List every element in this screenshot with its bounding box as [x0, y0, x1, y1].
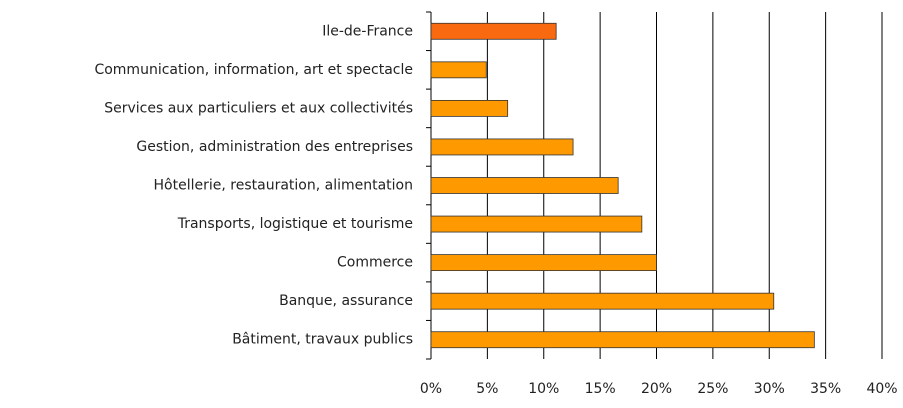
bar	[430, 138, 574, 156]
x-tick-label: 30%	[754, 381, 785, 397]
bar	[430, 331, 815, 349]
y-tick-label: Communication, information, art et spect…	[94, 62, 413, 78]
x-tick-label: 5%	[476, 381, 498, 397]
bar	[430, 61, 487, 79]
bar	[430, 99, 509, 117]
y-tick-label: Services aux particuliers et aux collect…	[104, 100, 413, 116]
bar	[430, 22, 557, 40]
x-tick-label: 10%	[528, 381, 559, 397]
y-tick-label: Bâtiment, travaux publics	[232, 332, 413, 348]
bar	[430, 177, 619, 194]
y-tick-label: Hôtellerie, restauration, alimentation	[154, 178, 413, 194]
x-tick-label: 15%	[585, 381, 616, 397]
y-tick-label: Ile-de-France	[322, 23, 413, 39]
x-tick-label: 0%	[420, 381, 442, 397]
y-tick-label: Commerce	[337, 255, 413, 271]
y-tick-label: Transports, logistique et tourisme	[177, 216, 413, 232]
y-tick-label: Gestion, administration des entreprises	[136, 139, 413, 155]
bar	[430, 215, 643, 233]
bar	[430, 292, 775, 310]
x-tick-label: 40%	[866, 381, 897, 397]
y-tick-label: Banque, assurance	[279, 293, 413, 309]
x-tick-label: 20%	[641, 381, 672, 397]
bar	[430, 254, 657, 272]
x-tick-label: 25%	[697, 381, 728, 397]
x-tick-label: 35%	[810, 381, 841, 397]
